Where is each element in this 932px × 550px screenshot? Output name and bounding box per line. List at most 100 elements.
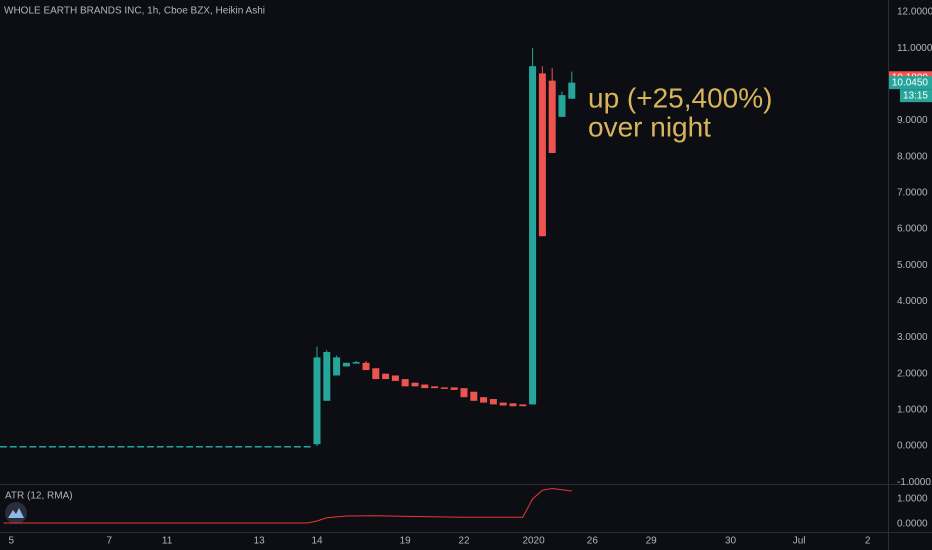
- candle-body: [538, 73, 546, 237]
- candle-body: [431, 386, 439, 389]
- x-tick-label: 22: [458, 536, 470, 547]
- candle-body: [254, 446, 262, 448]
- candle-body: [0, 446, 7, 448]
- annotation: up (+25,400%): [588, 82, 772, 113]
- y-tick-label: 9.0000: [897, 115, 928, 126]
- candle-body: [460, 388, 468, 398]
- candle-body: [440, 387, 448, 389]
- y-tick-label: 3.0000: [897, 332, 928, 343]
- y-tick-label: 1.0000: [897, 404, 928, 415]
- candle-body: [176, 446, 184, 448]
- indicator-line: [3, 487, 572, 524]
- x-tick-label: 5: [8, 536, 14, 547]
- x-tick-label: 11: [162, 536, 173, 547]
- y-tick-label: -1.0000: [897, 477, 931, 488]
- candle-body: [127, 446, 135, 448]
- candle-body: [382, 373, 390, 380]
- candle-body: [117, 446, 125, 448]
- y-tick-label: 4.0000: [897, 296, 928, 307]
- logo-circle[interactable]: [5, 502, 27, 524]
- candle-body: [19, 446, 27, 448]
- candle-body: [88, 446, 96, 448]
- candle-body: [235, 446, 243, 448]
- y-tick-label: 8.0000: [897, 151, 928, 162]
- candle-body: [362, 362, 370, 371]
- x-tick-label: 19: [400, 536, 412, 547]
- candle-body: [186, 446, 194, 448]
- candle-body: [284, 446, 292, 448]
- countdown-bg: [900, 89, 932, 103]
- x-tick-label: 2: [865, 536, 871, 547]
- candle-body: [29, 446, 37, 448]
- annotation: over night: [588, 111, 711, 142]
- candle-body: [470, 391, 478, 401]
- candle-body: [68, 446, 76, 448]
- y-tick-label: 7.0000: [897, 187, 928, 198]
- candle-body: [107, 446, 115, 448]
- logo-icon[interactable]: [8, 508, 24, 518]
- candle-body: [323, 351, 331, 401]
- y-tick-label: 0.0000: [897, 519, 928, 530]
- logo[interactable]: [5, 502, 27, 524]
- price-label: 10.0450: [892, 77, 929, 88]
- candle-body: [48, 446, 56, 448]
- candle-body: [421, 384, 429, 389]
- candle-body: [303, 446, 311, 448]
- candle-body: [519, 404, 527, 407]
- candle-body: [548, 80, 556, 154]
- candle-body: [146, 446, 154, 448]
- candle-body: [372, 368, 380, 380]
- candle-body: [166, 446, 174, 448]
- candle-body: [205, 446, 213, 448]
- candle-body: [352, 362, 360, 364]
- candle-body: [499, 402, 507, 406]
- x-tick-label: 7: [106, 536, 112, 547]
- candle-body: [9, 446, 17, 448]
- countdown: 13:15: [903, 90, 928, 101]
- candle-body: [264, 446, 272, 448]
- candle-body: [401, 379, 409, 387]
- y-tick-label: 5.0000: [897, 260, 928, 271]
- x-tick-label: 14: [311, 536, 323, 547]
- price-label-bg: [889, 76, 932, 90]
- candle-body: [195, 446, 203, 448]
- candle-body: [568, 82, 576, 99]
- y-tick-label: 11.0000: [897, 43, 932, 54]
- candle-body: [137, 446, 145, 448]
- candle-body: [529, 66, 537, 405]
- candle-body: [411, 382, 419, 387]
- x-tick-label: 26: [587, 536, 599, 547]
- y-tick-label: 0.0000: [897, 441, 928, 452]
- candle-body: [293, 446, 301, 448]
- candle-body: [480, 397, 488, 403]
- candle-body: [156, 446, 164, 448]
- x-tick-label: 13: [254, 536, 266, 547]
- y-tick-label: 6.0000: [897, 224, 928, 235]
- candle-body: [342, 362, 350, 367]
- x-tick-label: Jul: [793, 536, 806, 547]
- chart-title: WHOLE EARTH BRANDS INC, 1h, Cboe BZX, He…: [4, 6, 265, 17]
- candle-body: [274, 446, 282, 448]
- indicator-title: ATR (12, RMA): [5, 491, 73, 502]
- candle-body: [333, 357, 341, 376]
- candle-body: [313, 357, 321, 445]
- candle-body: [489, 398, 497, 405]
- y-tick-label: 1.0000: [897, 494, 928, 505]
- candle-body: [225, 446, 233, 448]
- candle-body: [391, 375, 399, 381]
- candle-body: [558, 95, 566, 117]
- candle-body: [450, 387, 458, 390]
- x-tick-label: 30: [725, 536, 737, 547]
- x-tick-label: 29: [646, 536, 658, 547]
- candle-body: [244, 446, 252, 448]
- y-tick-label: 12.0000: [897, 7, 932, 18]
- candle-body: [39, 446, 47, 448]
- y-tick-label: 2.0000: [897, 368, 928, 379]
- candle-body: [78, 446, 86, 448]
- candle-body: [97, 446, 105, 448]
- candle-body: [58, 446, 66, 448]
- candle-body: [215, 446, 223, 448]
- x-tick-label: 2020: [522, 536, 545, 547]
